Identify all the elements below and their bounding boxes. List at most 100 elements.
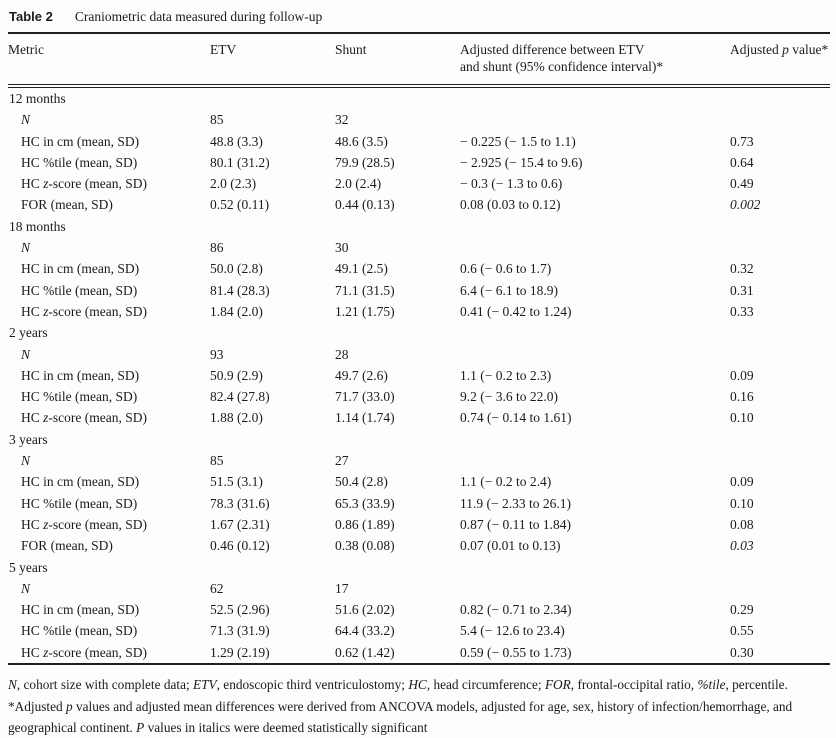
- table-row: N 93 28: [8, 344, 830, 365]
- table-row: HC %tile (mean, SD) 80.1 (31.2) 79.9 (28.5…: [8, 152, 830, 173]
- etv-value: 1.88 (2.0): [210, 410, 263, 426]
- p-value: 0.10: [730, 495, 754, 511]
- metric-label: HC z-score (mean, SD): [21, 644, 147, 660]
- etv-value: 0.46 (0.12): [210, 538, 270, 554]
- metric-label: HC in cm (mean, SD): [21, 261, 140, 277]
- table-row: HC in cm (mean, SD) 51.5 (3.1) 50.4 (2.8) 1…: [8, 471, 830, 492]
- p-value: 0.64: [730, 154, 754, 170]
- table-row: HC in cm (mean, SD) 50.0 (2.8) 49.1 (2.5) 0…: [8, 258, 830, 279]
- metric-label: N: [21, 346, 31, 362]
- etv-value: 86: [210, 240, 224, 256]
- footnote-abbreviations: N, cohort size with complete data; ETV, …: [8, 677, 788, 693]
- table-row: FOR (mean, SD) 0.52 (0.11) 0.44 (0.13) 0.08…: [8, 194, 830, 215]
- table-number: Table 2: [9, 9, 53, 24]
- difference-value: − 2.925 (− 15.4 to 9.6): [460, 154, 583, 170]
- table-row: HC %tile (mean, SD) 82.4 (27.8) 71.7 (33.0…: [8, 386, 830, 407]
- p-value: [730, 109, 830, 130]
- difference-value: 0.6 (− 0.6 to 1.7): [460, 261, 552, 277]
- shunt-value: 79.9 (28.5): [335, 154, 395, 170]
- group-row: 5 years: [8, 557, 830, 578]
- shunt-value: 0.44 (0.13): [335, 197, 395, 213]
- metric-label: N: [21, 112, 31, 128]
- shunt-value: 2.0 (2.4): [335, 176, 382, 192]
- difference-value: 0.87 (− 0.11 to 1.84): [460, 516, 571, 532]
- header-row: Metric ETV Shunt Adjusted difference bet…: [8, 32, 830, 88]
- p-value: 0.08: [730, 516, 754, 532]
- table-caption: Table 2 Craniometric data measured during…: [9, 9, 830, 25]
- table-row: HC in cm (mean, SD) 52.5 (2.96) 51.6 (2.02…: [8, 599, 830, 620]
- col-header-metric: Metric: [8, 32, 210, 88]
- table-row: HC in cm (mean, SD) 50.9 (2.9) 49.7 (2.6) 1…: [8, 365, 830, 386]
- p-value: 0.03: [730, 538, 754, 554]
- metric-label: HC in cm (mean, SD): [21, 367, 140, 383]
- p-value: [730, 237, 830, 258]
- group-label: 5 years: [9, 559, 48, 575]
- p-value: 0.002: [730, 197, 761, 213]
- shunt-value: 0.62 (1.42): [335, 644, 395, 660]
- etv-value: 85: [210, 112, 224, 128]
- difference-value: 0.59 (− 0.55 to 1.73): [460, 644, 572, 660]
- shunt-value: 0.38 (0.08): [335, 538, 395, 554]
- table-row: N 85 27: [8, 450, 830, 471]
- etv-value: 81.4 (28.3): [210, 282, 270, 298]
- p-value: 0.10: [730, 410, 754, 426]
- difference-value: 0.08 (0.03 to 0.12): [460, 197, 561, 213]
- metric-label: N: [21, 240, 31, 256]
- shunt-value: 71.1 (31.5): [335, 282, 395, 298]
- col-header-etv: ETV: [210, 32, 335, 88]
- metric-label: HC %tile (mean, SD): [21, 389, 138, 405]
- difference-value: 0.82 (− 0.71 to 2.34): [460, 602, 572, 618]
- metric-label: HC z-score (mean, SD): [21, 516, 147, 532]
- col-header-shunt: Shunt: [335, 32, 460, 88]
- table-row: HC %tile (mean, SD) 81.4 (28.3) 71.1 (31.5…: [8, 280, 830, 301]
- group-label: 12 months: [9, 91, 66, 106]
- etv-value: 85: [210, 453, 224, 469]
- metric-label: HC %tile (mean, SD): [21, 623, 138, 639]
- table-row: HC %tile (mean, SD) 71.3 (31.9) 64.4 (33.2…: [8, 620, 830, 641]
- etv-value: 50.9 (2.9): [210, 367, 263, 383]
- difference-value: 1.1 (− 0.2 to 2.3): [460, 367, 552, 383]
- etv-value: 80.1 (31.2): [210, 154, 270, 170]
- difference-value: 5.4 (− 12.6 to 23.4): [460, 623, 565, 639]
- shunt-value: 48.6 (3.5): [335, 133, 388, 149]
- table-row: N 86 30: [8, 237, 830, 258]
- p-value: [730, 450, 830, 471]
- etv-value: 78.3 (31.6): [210, 495, 270, 511]
- etv-value: 0.52 (0.11): [210, 197, 270, 213]
- difference-value: [460, 450, 730, 471]
- craniometric-table: Metric ETV Shunt Adjusted difference bet…: [8, 32, 830, 666]
- shunt-value: 51.6 (2.02): [335, 602, 395, 618]
- shunt-value: 27: [335, 453, 349, 469]
- table-row: HC in cm (mean, SD) 48.8 (3.3) 48.6 (3.5) −…: [8, 131, 830, 152]
- etv-value: 2.0 (2.3): [210, 176, 257, 192]
- etv-value: 52.5 (2.96): [210, 602, 270, 618]
- p-value: 0.16: [730, 389, 754, 405]
- group-label: 18 months: [9, 218, 66, 234]
- difference-value: [460, 578, 730, 599]
- etv-value: 1.84 (2.0): [210, 303, 263, 319]
- difference-value: 0.07 (0.01 to 0.13): [460, 538, 561, 554]
- table-row: HC z-score (mean, SD) 1.84 (2.0) 1.21 (1.7…: [8, 301, 830, 322]
- difference-value: − 0.3 (− 1.3 to 0.6): [460, 176, 563, 192]
- metric-label: HC %tile (mean, SD): [21, 495, 138, 511]
- etv-value: 62: [210, 580, 224, 596]
- etv-value: 51.5 (3.1): [210, 474, 263, 490]
- etv-value: 71.3 (31.9): [210, 623, 270, 639]
- table-body: 12 months N 85 32 HC in cm (mean, SD) 48.8 (3…: [8, 86, 830, 664]
- etv-value: 1.29 (2.19): [210, 644, 270, 660]
- p-value: 0.31: [730, 282, 754, 298]
- shunt-value: 49.1 (2.5): [335, 261, 388, 277]
- etv-value: 1.67 (2.31): [210, 516, 270, 532]
- shunt-value: 50.4 (2.8): [335, 474, 388, 490]
- page-title: Craniometric data measured during follow…: [74, 9, 323, 24]
- shunt-value: 65.3 (33.9): [335, 495, 395, 511]
- difference-value: [460, 109, 730, 130]
- metric-label: FOR (mean, SD): [21, 538, 113, 554]
- metric-label: HC z-score (mean, SD): [21, 303, 147, 319]
- group-row: 12 months: [8, 86, 830, 109]
- shunt-value: 71.7 (33.0): [335, 389, 395, 405]
- group-row: 2 years: [8, 322, 830, 343]
- metric-label: N: [21, 453, 31, 469]
- col-header-adjusted-difference: Adjusted difference between ETV and shunt…: [460, 32, 730, 88]
